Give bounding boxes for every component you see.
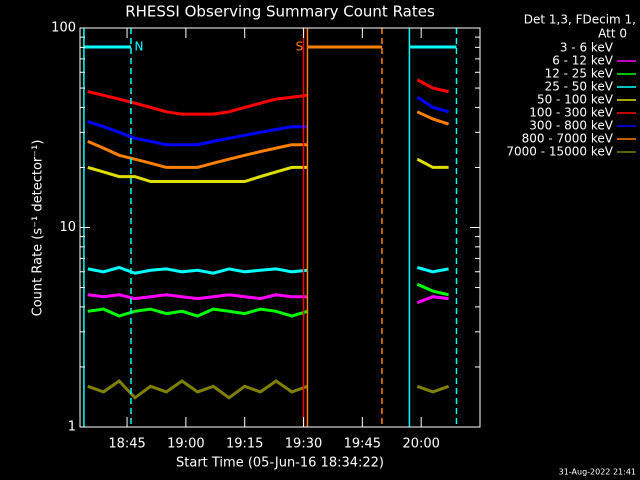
x-tick-label: 20:00 bbox=[402, 437, 439, 452]
data-line bbox=[87, 157, 449, 183]
y-tick-label: 1 bbox=[68, 420, 76, 435]
data-line bbox=[87, 282, 449, 318]
y-tick-label: 10 bbox=[59, 220, 76, 235]
chart-title: RHESSI Observing Summary Count Rates bbox=[125, 3, 435, 21]
legend-label: 300 - 800 keV bbox=[529, 119, 613, 133]
legend-label: 6 - 12 keV bbox=[552, 54, 614, 68]
y-tick-label: 100 bbox=[51, 21, 76, 36]
data-line bbox=[87, 293, 449, 305]
legend-label: 7000 - 15000 keV bbox=[506, 145, 613, 159]
footer: 31-Aug-2022 21:41 bbox=[559, 468, 636, 477]
data-line bbox=[87, 78, 449, 116]
legend-label: 25 - 50 keV bbox=[545, 80, 614, 94]
x-tick-label: 18:45 bbox=[108, 437, 145, 452]
x-tick-label: 19:15 bbox=[226, 437, 263, 452]
data-line bbox=[87, 95, 450, 147]
x-tick-label: 19:30 bbox=[285, 437, 322, 452]
data-line bbox=[87, 265, 449, 275]
legend-title: Att 0 bbox=[598, 27, 627, 41]
data-line bbox=[87, 110, 450, 169]
legend-title: Det 1,3, FDecim 1, bbox=[524, 13, 636, 27]
y-axis-label: Count Rate (s⁻¹ detector⁻¹) bbox=[31, 140, 46, 317]
x-tick-label: 19:45 bbox=[344, 437, 381, 452]
legend-label: 100 - 300 keV bbox=[529, 106, 613, 120]
flag-label: N bbox=[134, 40, 143, 54]
legend-label: 50 - 100 keV bbox=[537, 93, 614, 107]
x-tick-label: 19:00 bbox=[167, 437, 204, 452]
legend-label: 12 - 25 keV bbox=[545, 67, 614, 81]
x-axis-label: Start Time (05-Jun-16 18:34:22) bbox=[176, 456, 384, 471]
legend-label: 3 - 6 keV bbox=[560, 41, 614, 55]
legend-label: 800 - 7000 keV bbox=[522, 132, 614, 146]
data-line bbox=[87, 379, 450, 400]
flag-label: S bbox=[296, 40, 304, 54]
